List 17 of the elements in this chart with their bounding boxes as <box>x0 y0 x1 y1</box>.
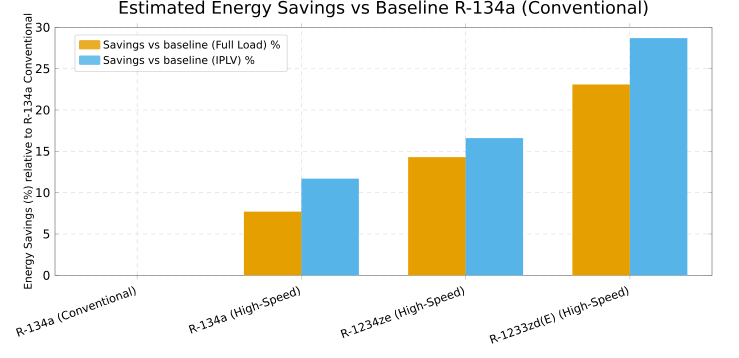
bar <box>301 178 359 276</box>
y-tick-label: 25 <box>36 64 50 74</box>
bar <box>572 84 630 276</box>
y-tick-label: 30 <box>36 22 50 32</box>
y-tick-label: 10 <box>36 188 50 198</box>
y-axis-title: Energy Savings (%) relative to R-134a Conventional <box>24 14 34 289</box>
legend-label: Savings vs baseline (IPLV) % <box>104 56 254 66</box>
chart-title: Estimated Energy Savings vs Baseline R-134a (Conventional) <box>120 0 648 18</box>
y-tick-label: 5 <box>44 230 50 238</box>
bar <box>630 38 688 276</box>
bar <box>466 138 524 276</box>
bar <box>408 157 466 276</box>
bar <box>244 212 302 276</box>
y-tick-label: 15 <box>36 146 50 156</box>
y-tick-label: 20 <box>36 105 50 115</box>
y-tick-label: 0 <box>43 270 50 280</box>
legend-label: Savings vs baseline (Full Load) % <box>104 40 280 51</box>
